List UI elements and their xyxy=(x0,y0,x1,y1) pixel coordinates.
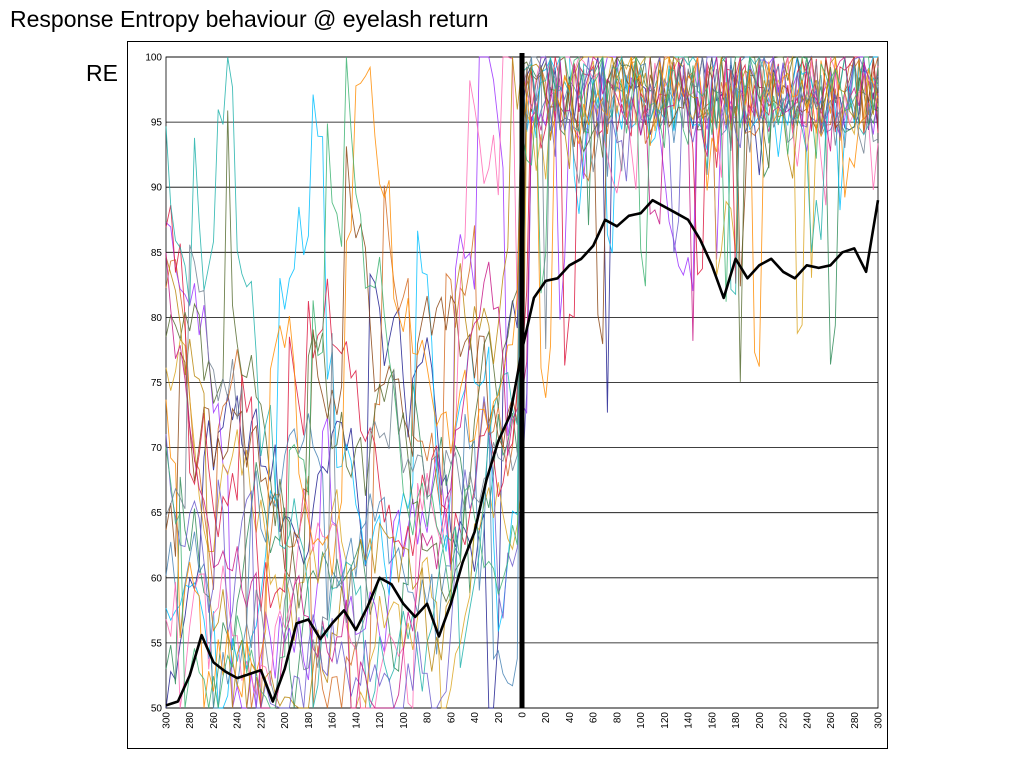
y-tick-label: 90 xyxy=(151,183,163,194)
x-tick-label: 240 xyxy=(233,712,244,729)
x-tick-label: 140 xyxy=(684,712,695,729)
x-tick-label: 160 xyxy=(328,712,339,729)
x-tick-label: 280 xyxy=(850,712,861,729)
y-tick-label: 65 xyxy=(151,508,163,519)
x-tick-label: 200 xyxy=(280,712,291,729)
x-tick-label: 80 xyxy=(612,712,623,724)
x-tick-label: 120 xyxy=(375,712,386,729)
x-tick-label: 260 xyxy=(826,712,837,729)
y-tick-label: 55 xyxy=(151,638,163,649)
x-tick-label: 120 xyxy=(660,712,671,729)
x-tick-label: 200 xyxy=(755,712,766,729)
slide-title: Response Entropy behaviour @ eyelash ret… xyxy=(10,6,489,32)
y-tick-label: 80 xyxy=(151,313,163,324)
x-tick-label: 220 xyxy=(779,712,790,729)
y-tick-label: 85 xyxy=(151,248,163,259)
x-tick-label: 180 xyxy=(304,712,315,729)
x-tick-label: 20 xyxy=(494,712,505,724)
y-axis-label: RE xyxy=(86,60,118,86)
y-tick-label: 75 xyxy=(151,378,163,389)
x-tick-label: 220 xyxy=(256,712,267,729)
x-tick-label: 20 xyxy=(541,712,552,724)
y-tick-label: 60 xyxy=(151,573,163,584)
x-tick-label: 100 xyxy=(399,712,410,729)
x-tick-label: 240 xyxy=(802,712,813,729)
x-tick-label: 300 xyxy=(874,712,885,729)
x-tick-label: 60 xyxy=(589,712,600,724)
x-tick-label: 100 xyxy=(636,712,647,729)
x-tick-label: 140 xyxy=(351,712,362,729)
x-tick-label: 60 xyxy=(446,712,457,724)
y-tick-label: 50 xyxy=(151,704,163,715)
y-tick-label: 95 xyxy=(151,118,163,129)
chart-frame: 100 95 90 85 80 75 70 65 60 55 50 300 280 260 240 220 20… xyxy=(127,41,888,749)
x-tick-label: 300 xyxy=(162,712,173,729)
x-tick-label: 180 xyxy=(731,712,742,729)
y-tick-label: 70 xyxy=(151,443,163,454)
x-tick-label: 0 xyxy=(518,712,529,718)
x-tick-label: 40 xyxy=(470,712,481,724)
x-tick-label: 260 xyxy=(209,712,220,729)
x-tick-label: 40 xyxy=(565,712,576,724)
x-tick-label: 280 xyxy=(185,712,196,729)
y-tick-label: 100 xyxy=(145,53,162,64)
x-tick-label: 160 xyxy=(707,712,718,729)
x-tick-label: 80 xyxy=(423,712,434,724)
